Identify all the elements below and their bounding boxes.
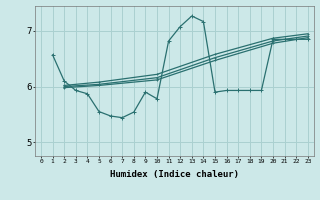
X-axis label: Humidex (Indice chaleur): Humidex (Indice chaleur) <box>110 170 239 179</box>
